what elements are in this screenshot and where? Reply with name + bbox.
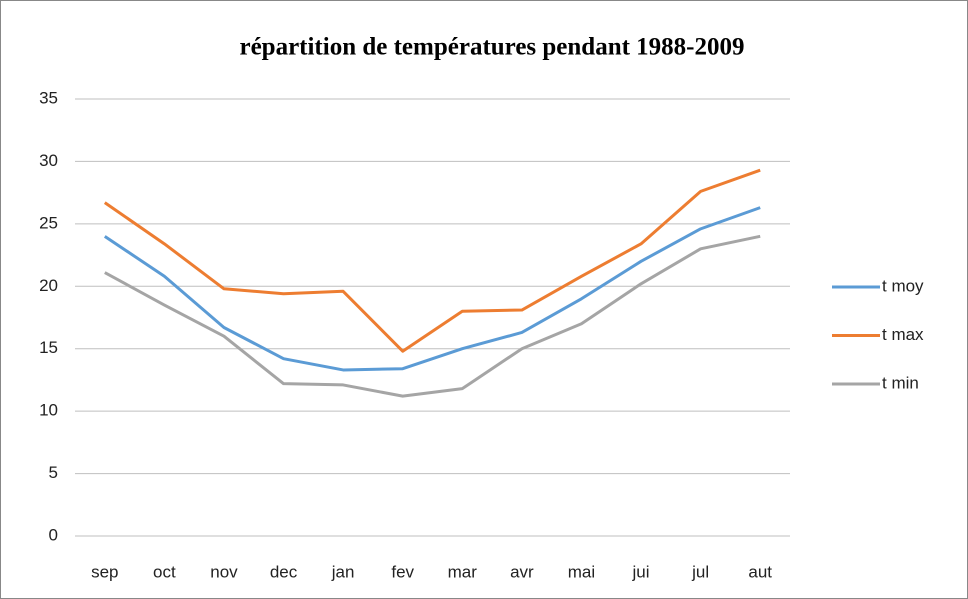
x-tick-label: avr	[510, 562, 534, 581]
y-tick-label: 20	[39, 276, 58, 295]
series-line	[104, 234, 761, 398]
legend-label: t min	[882, 373, 919, 392]
x-tick-label: sep	[91, 562, 118, 581]
x-tick-label: fev	[391, 562, 414, 581]
x-tick-label: mai	[568, 562, 595, 581]
series-line	[103, 168, 761, 353]
x-tick-label: dec	[270, 562, 298, 581]
y-tick-label: 30	[39, 151, 58, 170]
x-tick-label: jul	[691, 562, 709, 581]
y-tick-label: 5	[49, 463, 58, 482]
x-tick-label: oct	[153, 562, 176, 581]
legend-label: t moy	[882, 276, 924, 295]
x-tick-label: nov	[210, 562, 238, 581]
x-tick-label: aut	[748, 562, 772, 581]
legend-label: t max	[882, 325, 924, 344]
y-tick-label: 10	[39, 401, 58, 420]
y-tick-label: 15	[39, 338, 58, 357]
y-tick-label: 0	[49, 525, 58, 544]
y-tick-label: 35	[39, 88, 58, 107]
x-tick-label: jui	[632, 562, 650, 581]
x-tick-label: mar	[448, 562, 478, 581]
x-tick-label: jan	[331, 562, 355, 581]
series-line	[103, 206, 761, 372]
chart-title: répartition de températures pendant 1988…	[239, 34, 744, 61]
y-tick-label: 25	[39, 213, 58, 232]
